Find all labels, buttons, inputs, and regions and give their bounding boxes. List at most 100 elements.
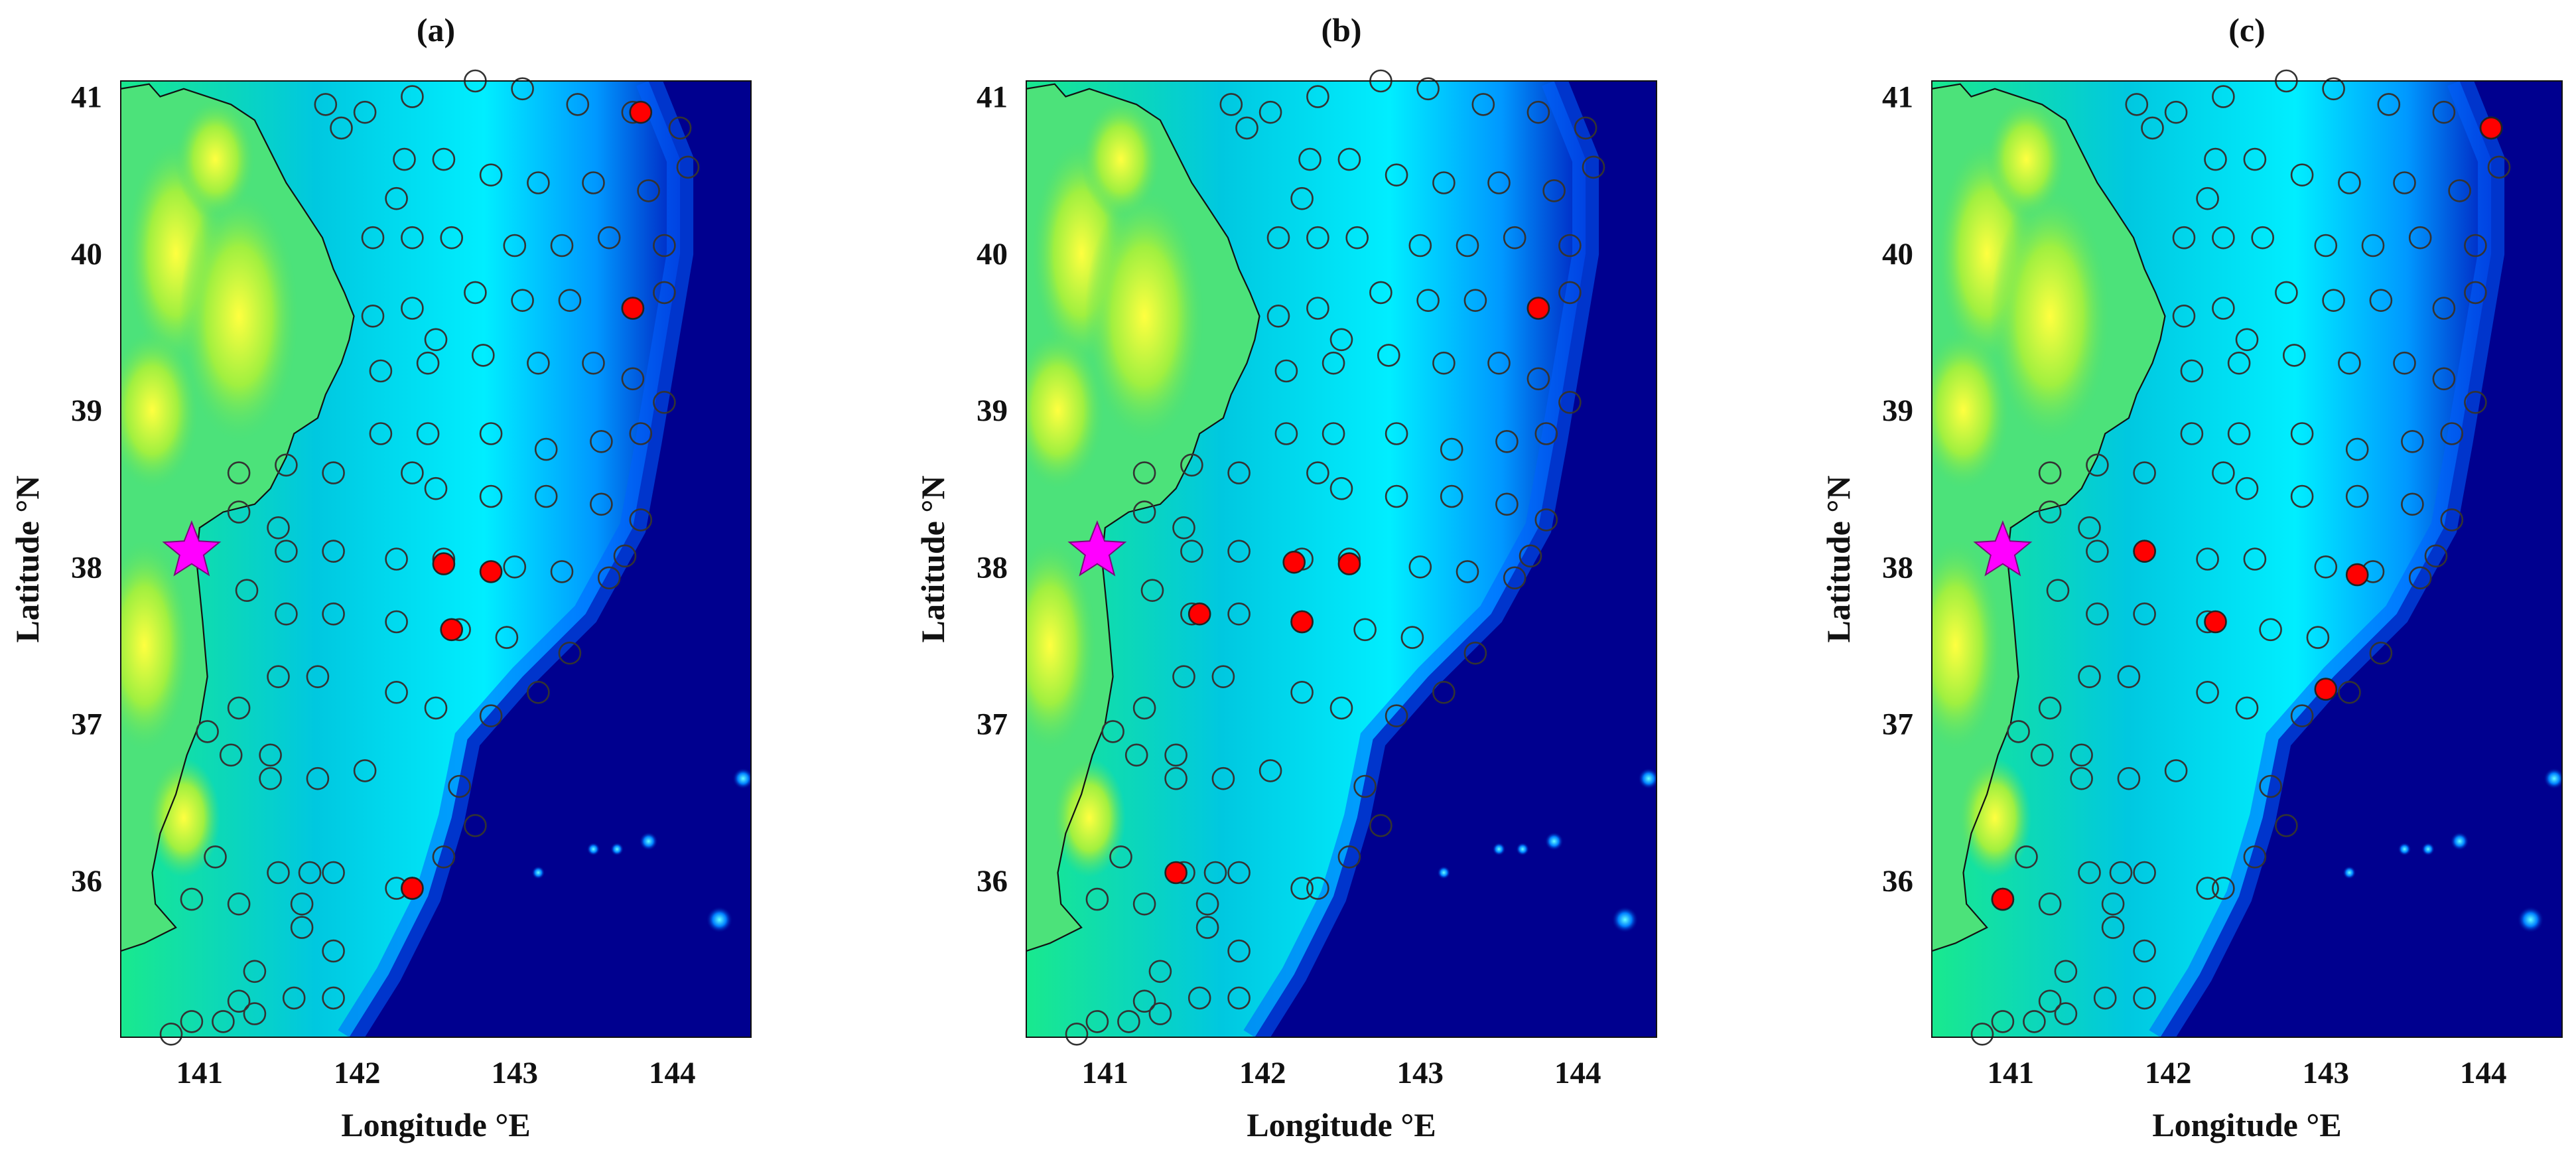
station-marker [401, 85, 424, 108]
station-marker [613, 544, 637, 568]
station-marker [582, 351, 605, 375]
station-marker [2338, 171, 2361, 194]
station-marker [1385, 422, 1408, 445]
station-marker [1132, 461, 1156, 484]
station-marker [527, 351, 550, 375]
station-marker [369, 359, 393, 383]
station-marker [235, 579, 259, 603]
y-tick-label: 39 [71, 394, 102, 428]
station-marker [2345, 437, 2369, 461]
y-tick-label: 40 [977, 237, 1008, 271]
selected-station-marker [1282, 550, 1306, 574]
station-marker [668, 116, 692, 140]
station-marker [1203, 861, 1227, 885]
station-marker [1487, 351, 1511, 375]
station-marker [2290, 163, 2314, 187]
station-marker [1432, 171, 1456, 194]
x-tick-label: 144 [2460, 1056, 2507, 1090]
y-tick-label: 36 [1882, 864, 1913, 899]
station-marker [1542, 179, 1566, 202]
station-marker [1408, 234, 1432, 257]
station-marker [2196, 877, 2219, 900]
station-marker [2432, 297, 2456, 320]
station-marker [1353, 774, 1377, 798]
coastline [121, 83, 355, 952]
station-marker [2243, 147, 2267, 171]
station-marker [2070, 743, 2093, 767]
station-marker [1306, 226, 1329, 250]
station-marker [2015, 845, 2038, 869]
x-axis-label: Longitude °E [1247, 1106, 1436, 1143]
selected-station-marker [1337, 552, 1361, 575]
x-tick-label: 142 [2145, 1056, 2192, 1090]
station-marker [479, 422, 503, 445]
panel-title: (a) [417, 11, 455, 48]
station-marker [2338, 681, 2361, 704]
station-marker [2141, 116, 2164, 140]
station-marker [1187, 986, 1211, 1010]
station-marker [2038, 989, 2062, 1013]
station-marker [2440, 508, 2464, 532]
station-marker [1132, 892, 1156, 916]
x-tick-label: 144 [649, 1056, 696, 1090]
station-marker [479, 704, 503, 727]
station-marker [1180, 540, 1203, 563]
station-marker [2290, 484, 2314, 508]
station-marker [527, 681, 550, 704]
station-marker [282, 986, 306, 1010]
station-marker [1109, 845, 1132, 869]
station-marker [511, 77, 534, 101]
station-marker [2180, 422, 2204, 445]
station-marker [385, 610, 408, 634]
station-marker [1400, 626, 1424, 649]
station-marker [676, 155, 700, 179]
station-marker [369, 422, 393, 445]
station-marker [322, 939, 345, 963]
station-marker [550, 234, 574, 257]
station-marker [566, 93, 590, 116]
station-marker [1274, 359, 1298, 383]
station-marker [2038, 500, 2062, 524]
station-marker [597, 566, 621, 590]
station-marker [1164, 766, 1187, 790]
station-marker [590, 492, 613, 516]
station-marker [322, 540, 345, 563]
station-marker [306, 665, 330, 689]
selected-station-marker [2345, 563, 2369, 587]
station-marker [267, 861, 290, 885]
station-marker [1258, 100, 1282, 124]
station-marker [1124, 743, 1148, 767]
selected-station-marker [1290, 610, 1314, 634]
station-marker [2180, 359, 2204, 383]
station-marker [361, 304, 385, 328]
station-marker [629, 508, 653, 532]
station-marker [1306, 85, 1329, 108]
station-marker [2283, 344, 2306, 367]
station-marker [1456, 234, 1479, 257]
epicenter-star-icon [1067, 520, 1127, 577]
station-marker [2164, 759, 2188, 782]
station-marker [1085, 1010, 1109, 1033]
selected-station-marker [1991, 887, 2015, 911]
station-marker [1211, 665, 1235, 689]
station-marker [2306, 626, 2330, 649]
station-marker [1235, 116, 1258, 140]
station-marker [1337, 845, 1361, 869]
station-marker [2314, 234, 2338, 257]
station-marker [2038, 892, 2062, 916]
station-marker [1337, 147, 1361, 171]
selected-station-marker [2133, 540, 2156, 563]
station-marker [401, 226, 424, 250]
station-marker [503, 555, 527, 579]
station-marker [1101, 720, 1124, 743]
station-marker [1385, 163, 1408, 187]
station-marker [2023, 1010, 2046, 1033]
station-marker [1574, 116, 1597, 140]
y-tick-label: 39 [977, 394, 1008, 428]
y-tick-label: 41 [1882, 80, 1913, 115]
station-marker [2172, 304, 2196, 328]
station-marker [227, 892, 251, 916]
station-marker [471, 344, 495, 367]
station-marker [2464, 390, 2487, 414]
station-marker [2038, 461, 2062, 484]
